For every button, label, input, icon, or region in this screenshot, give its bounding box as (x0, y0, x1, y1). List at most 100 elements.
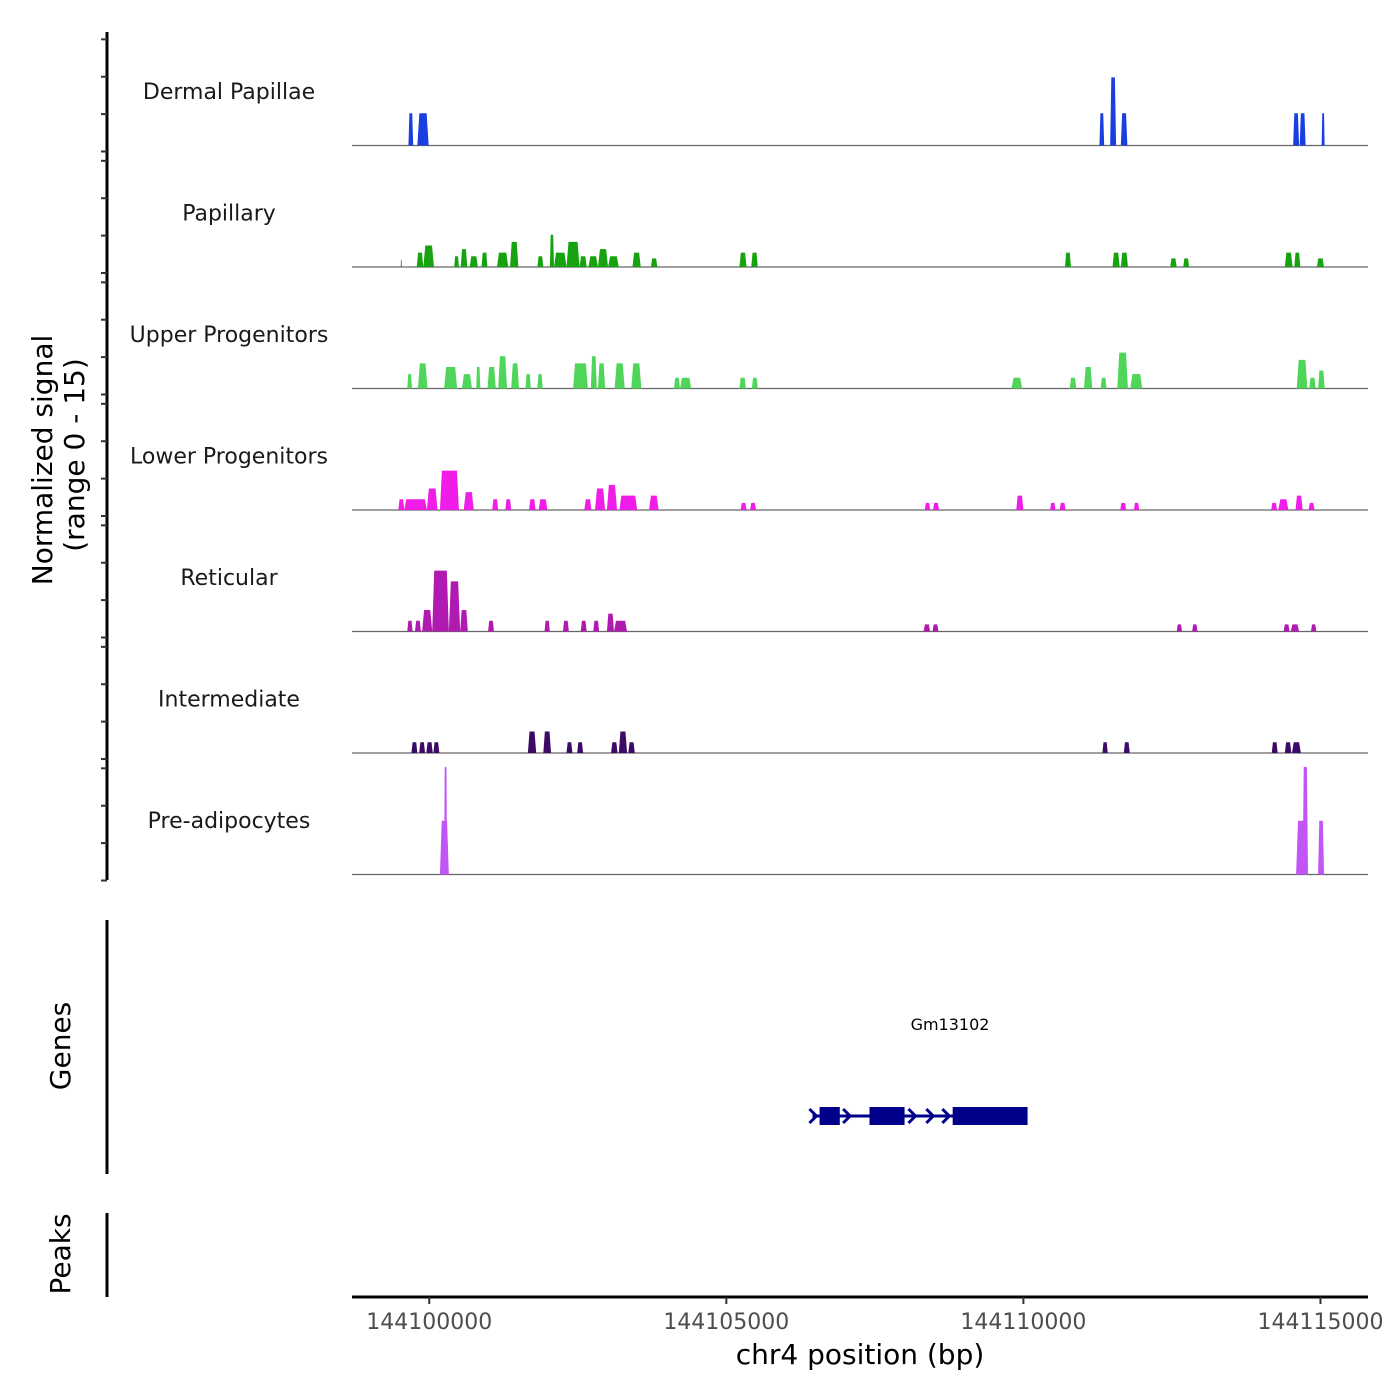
signal-peak (566, 241, 580, 267)
genes-track-label: Genes (44, 1002, 77, 1090)
signal-peak (1271, 742, 1278, 753)
signal-peak (933, 502, 940, 510)
signal-peak (1120, 502, 1127, 510)
signal-peak (417, 113, 429, 146)
track-label: Pre-adipocytes (148, 809, 311, 834)
signal-peak (1170, 258, 1177, 267)
x-axis-title: chr4 position (bp) (736, 1338, 985, 1371)
y-axis (101, 32, 109, 882)
signal-peak (1117, 352, 1128, 389)
y-axis-title-line1: Normalized signal (26, 335, 59, 586)
signal-peak (481, 252, 488, 267)
gene-exon (819, 1107, 840, 1125)
signal-peak (404, 499, 427, 510)
signal-peak (1290, 624, 1300, 632)
signal-peak (537, 374, 543, 389)
track-lower-progenitors: Lower Progenitors (130, 445, 1368, 511)
signal-peak (597, 363, 606, 389)
signal-peak (674, 377, 680, 389)
track-label: Dermal Papillae (143, 80, 315, 105)
signal-peak (505, 499, 512, 510)
signal-peak (632, 252, 641, 267)
track-intermediate: Intermediate (158, 688, 1368, 754)
signal-peak (407, 374, 413, 389)
signal-peak (1291, 742, 1301, 753)
signal-peak (525, 374, 531, 389)
signal-peak (448, 581, 461, 632)
signal-peak (1059, 502, 1066, 510)
signal-peak (606, 613, 615, 632)
signal-peak (611, 742, 618, 753)
signal-peak (1278, 499, 1289, 510)
signal-peak (650, 258, 658, 267)
signal-peak (593, 620, 600, 632)
signal-peak (739, 252, 747, 267)
y-axis-title-line2: (range 0 - 15) (58, 358, 91, 552)
signal-peak (544, 620, 550, 632)
signal-peak (932, 624, 939, 632)
strand-arrow-icon (925, 1107, 936, 1125)
signal-peak (554, 252, 567, 267)
signal-peak (1064, 252, 1071, 267)
x-axis: 144100000 144105000 144110000 144115000 (352, 1295, 1383, 1335)
signal-peak (510, 241, 519, 267)
signal-peak (631, 363, 642, 389)
signal-peak (579, 256, 587, 267)
signal-peak (454, 256, 459, 267)
signal-peak (487, 367, 496, 389)
signal-peak (595, 488, 606, 510)
signal-peak (614, 620, 628, 632)
signal-peak (1123, 742, 1130, 753)
signal-peak (1294, 252, 1301, 267)
signal-peak (1293, 113, 1300, 146)
signal-peak (1133, 502, 1140, 510)
signal-peak (1299, 113, 1306, 146)
signal-peak (408, 113, 414, 146)
gene-exon (952, 1107, 1028, 1125)
gene-gm13102: Gm13102 (808, 1015, 1028, 1125)
strand-arrow-icon (842, 1107, 853, 1125)
signal-peak (1318, 370, 1325, 389)
signal-peak (419, 742, 426, 753)
signal-peak (398, 499, 405, 510)
signal-peak (414, 620, 421, 632)
signal-peak (423, 245, 434, 267)
signal-peak (488, 620, 495, 632)
strand-arrow-icon (907, 1107, 918, 1125)
peaks-track-label: Peaks (44, 1213, 77, 1294)
signal-peak (417, 363, 428, 389)
signal-peak (498, 356, 508, 389)
signal-peak (492, 499, 499, 510)
signal-peak (649, 495, 659, 510)
signal-peak (1296, 359, 1308, 389)
signal-peak (416, 252, 424, 267)
signal-peak (1100, 377, 1107, 389)
signal-peak (439, 470, 459, 510)
signal-peak (460, 249, 468, 267)
signal-peak (923, 624, 931, 632)
signal-peak (527, 731, 537, 753)
track-label: Upper Progenitors (130, 323, 329, 348)
signal-peak (1130, 374, 1143, 389)
signal-peak (1309, 377, 1316, 389)
signal-peak (400, 259, 402, 267)
track-upper-progenitors: Upper Progenitors (130, 323, 1368, 390)
signal-peak (1295, 495, 1303, 510)
signal-peak (597, 249, 609, 267)
x-tick-label: 144100000 (366, 1310, 492, 1335)
signal-peak (538, 499, 548, 510)
gene-exon (869, 1107, 905, 1125)
signal-peak (1102, 742, 1108, 753)
signal-peak (1176, 624, 1183, 632)
signal-peak (590, 356, 597, 389)
track-papillary: Papillary (182, 202, 1368, 268)
x-tick-label: 144115000 (1257, 1310, 1383, 1335)
signal-peak (422, 610, 433, 632)
signal-peak (444, 767, 448, 875)
signal-peak (1069, 377, 1077, 389)
gene-label: Gm13102 (911, 1015, 990, 1034)
signal-peak (411, 742, 418, 753)
signal-peak (739, 377, 746, 389)
coverage-tracks: Dermal Papillae Papillary Upper Progenitor… (130, 77, 1368, 876)
signal-peak (751, 252, 758, 267)
